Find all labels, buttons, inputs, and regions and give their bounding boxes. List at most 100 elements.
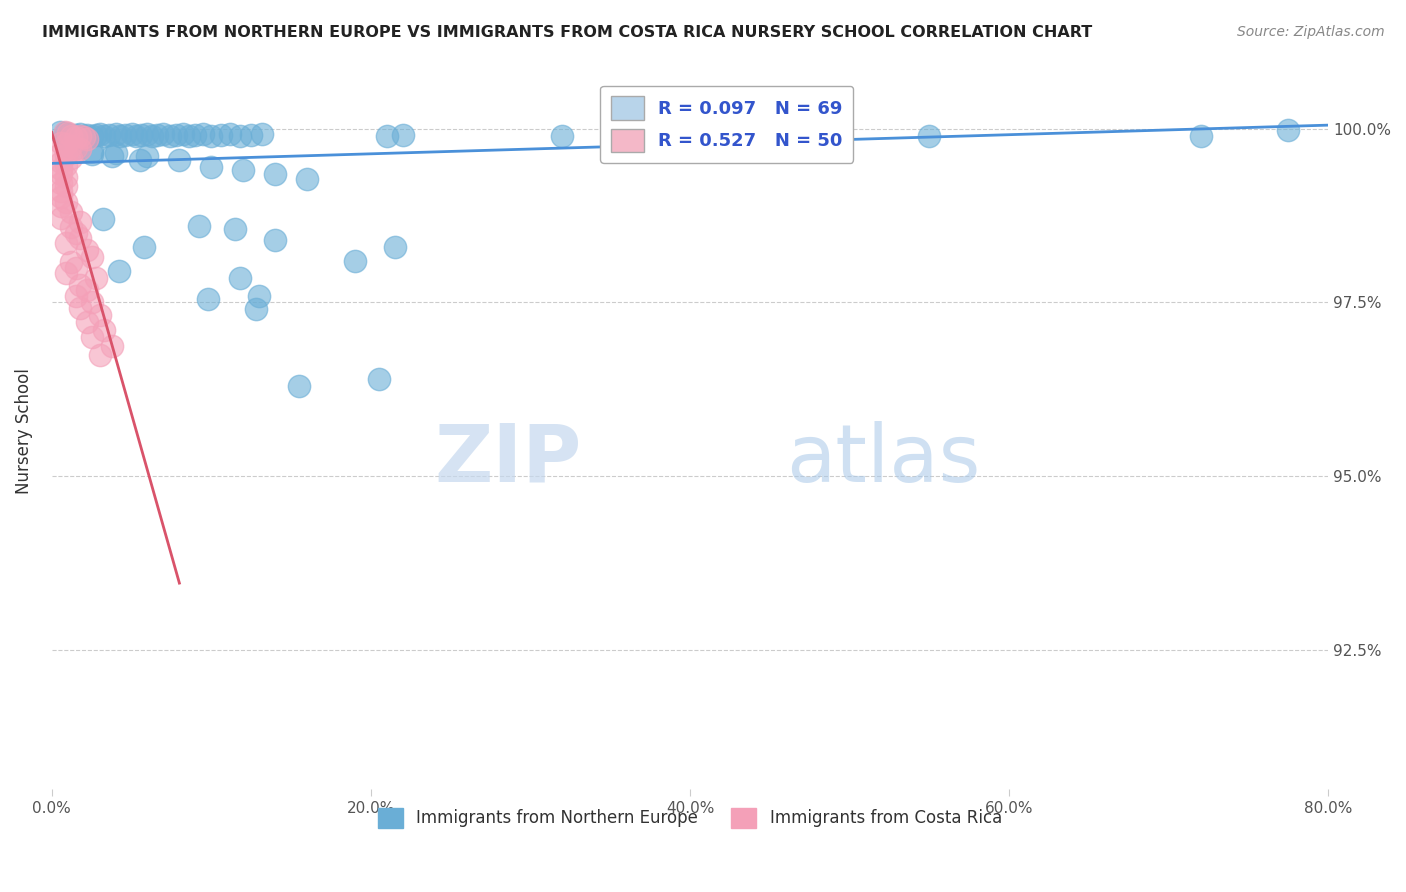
Point bbox=[146, 128, 169, 142]
Point bbox=[159, 128, 181, 143]
Point bbox=[107, 264, 129, 278]
Point bbox=[89, 127, 111, 141]
Point bbox=[69, 231, 91, 245]
Point bbox=[59, 139, 82, 153]
Point bbox=[80, 147, 103, 161]
Point bbox=[224, 222, 246, 236]
Point bbox=[247, 288, 270, 302]
Point bbox=[169, 153, 191, 167]
Point bbox=[65, 130, 87, 145]
Point bbox=[264, 167, 287, 181]
Point bbox=[55, 194, 77, 209]
Point bbox=[295, 171, 318, 186]
Point bbox=[104, 145, 127, 160]
Point bbox=[51, 199, 73, 213]
Point bbox=[177, 128, 200, 143]
Point bbox=[59, 151, 82, 165]
Point bbox=[614, 128, 637, 142]
Point bbox=[51, 145, 73, 160]
Point bbox=[110, 128, 132, 143]
Point bbox=[65, 128, 87, 142]
Point bbox=[152, 127, 174, 141]
Text: atlas: atlas bbox=[786, 421, 980, 499]
Point bbox=[193, 127, 215, 141]
Point bbox=[101, 149, 124, 163]
Point bbox=[184, 128, 207, 142]
Point bbox=[134, 240, 156, 254]
Text: Source: ZipAtlas.com: Source: ZipAtlas.com bbox=[1237, 25, 1385, 39]
Point bbox=[51, 161, 73, 176]
Point bbox=[51, 184, 73, 198]
Point bbox=[89, 308, 111, 322]
Point bbox=[375, 128, 398, 143]
Point bbox=[264, 233, 287, 247]
Point bbox=[80, 144, 103, 158]
Point bbox=[55, 158, 77, 172]
Point bbox=[89, 348, 111, 362]
Point bbox=[76, 132, 98, 146]
Point bbox=[918, 128, 941, 143]
Legend: Immigrants from Northern Europe, Immigrants from Costa Rica: Immigrants from Northern Europe, Immigra… bbox=[371, 801, 1008, 835]
Point bbox=[56, 139, 79, 153]
Point bbox=[65, 226, 87, 240]
Point bbox=[252, 127, 274, 141]
Text: ZIP: ZIP bbox=[434, 421, 582, 499]
Point bbox=[55, 136, 77, 151]
Point bbox=[65, 288, 87, 302]
Point bbox=[59, 128, 82, 143]
Point bbox=[200, 128, 222, 143]
Point bbox=[209, 128, 232, 142]
Point bbox=[73, 130, 96, 145]
Point bbox=[80, 250, 103, 264]
Point bbox=[76, 128, 98, 142]
Point bbox=[141, 128, 163, 143]
Point bbox=[65, 141, 87, 155]
Point bbox=[80, 295, 103, 310]
Point bbox=[69, 143, 91, 157]
Point bbox=[55, 266, 77, 280]
Point bbox=[229, 271, 252, 285]
Point bbox=[114, 128, 136, 142]
Point bbox=[51, 211, 73, 225]
Point bbox=[80, 330, 103, 344]
Point bbox=[69, 278, 91, 293]
Point bbox=[51, 155, 73, 169]
Point bbox=[391, 128, 413, 142]
Point bbox=[80, 128, 103, 143]
Point bbox=[136, 127, 159, 141]
Point bbox=[125, 128, 148, 143]
Point bbox=[76, 315, 98, 329]
Point bbox=[56, 127, 79, 141]
Point bbox=[219, 127, 242, 141]
Point bbox=[93, 128, 115, 143]
Point bbox=[1189, 128, 1212, 143]
Point bbox=[1277, 123, 1299, 137]
Point bbox=[245, 302, 267, 317]
Point bbox=[51, 190, 73, 204]
Point bbox=[187, 219, 209, 233]
Point bbox=[551, 128, 574, 143]
Point bbox=[343, 253, 366, 268]
Point bbox=[232, 163, 254, 178]
Point bbox=[172, 127, 194, 141]
Point bbox=[129, 128, 152, 142]
Point bbox=[55, 170, 77, 185]
Point bbox=[48, 125, 70, 139]
Point bbox=[93, 323, 115, 337]
Point bbox=[101, 338, 124, 352]
Point bbox=[86, 128, 108, 142]
Point bbox=[76, 244, 98, 258]
Point bbox=[86, 271, 108, 285]
Point bbox=[65, 260, 87, 275]
Point bbox=[65, 141, 87, 155]
Point bbox=[55, 148, 77, 162]
Point bbox=[288, 379, 311, 393]
Point bbox=[200, 160, 222, 174]
Point bbox=[229, 128, 252, 143]
Point bbox=[104, 127, 127, 141]
Text: IMMIGRANTS FROM NORTHERN EUROPE VS IMMIGRANTS FROM COSTA RICA NURSERY SCHOOL COR: IMMIGRANTS FROM NORTHERN EUROPE VS IMMIG… bbox=[42, 25, 1092, 40]
Point bbox=[121, 127, 143, 141]
Point bbox=[59, 128, 82, 143]
Point bbox=[197, 292, 219, 306]
Point bbox=[55, 178, 77, 193]
